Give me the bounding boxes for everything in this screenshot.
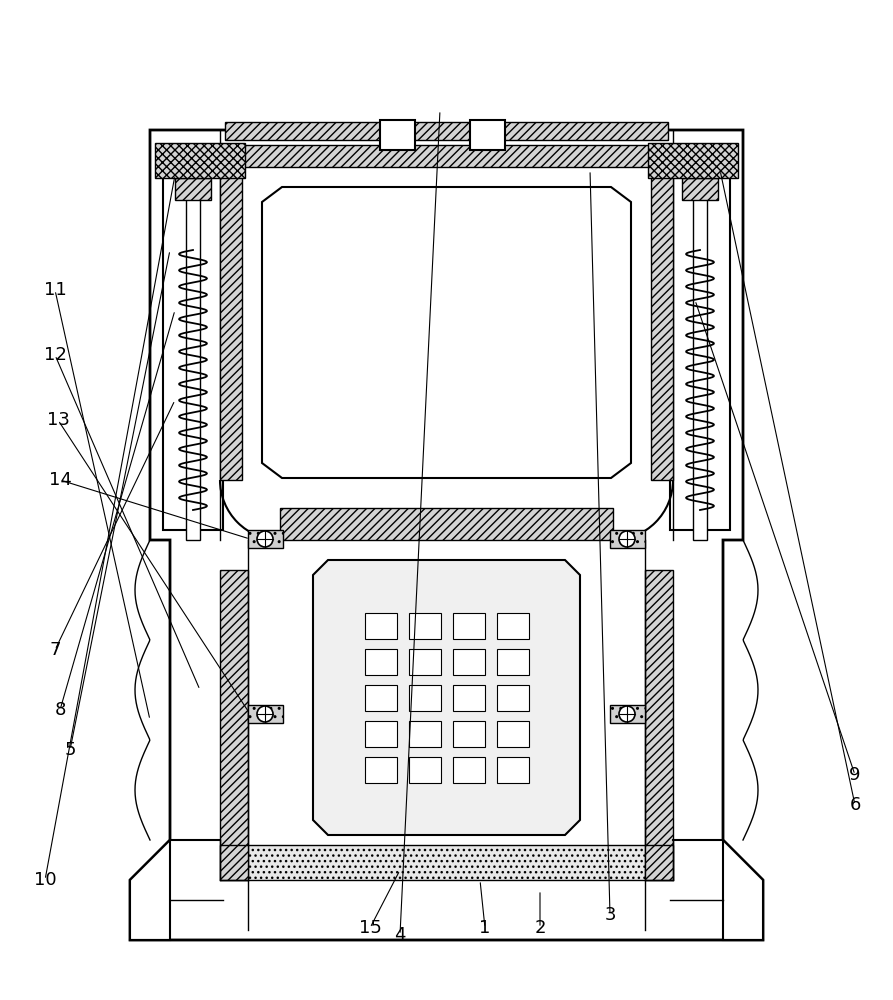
Bar: [651, 167, 673, 480]
Bar: [645, 570, 673, 880]
Bar: [645, 845, 673, 880]
Bar: [364, 612, 396, 639]
Bar: [220, 167, 242, 480]
Bar: [380, 120, 415, 150]
Text: 4: 4: [394, 926, 405, 944]
Bar: [364, 684, 396, 710]
Bar: [364, 720, 396, 746]
Bar: [453, 756, 485, 782]
Polygon shape: [313, 560, 580, 835]
Text: 8: 8: [54, 701, 66, 719]
Text: 3: 3: [605, 906, 616, 924]
Bar: [497, 756, 529, 782]
Bar: [225, 122, 668, 140]
Polygon shape: [723, 840, 763, 940]
Text: 7: 7: [49, 641, 61, 659]
Circle shape: [257, 706, 273, 722]
Bar: [220, 145, 673, 167]
Text: 11: 11: [44, 281, 66, 299]
Bar: [220, 570, 248, 880]
Bar: [497, 648, 529, 674]
Polygon shape: [130, 840, 170, 940]
Text: 1: 1: [480, 919, 490, 937]
Bar: [408, 684, 440, 710]
Bar: [497, 684, 529, 710]
Bar: [453, 720, 485, 746]
Bar: [364, 756, 396, 782]
Circle shape: [619, 706, 635, 722]
Text: 9: 9: [849, 766, 861, 784]
Text: 2: 2: [534, 919, 546, 937]
Bar: [248, 705, 283, 723]
Bar: [155, 143, 245, 178]
Bar: [163, 160, 223, 530]
Bar: [408, 720, 440, 746]
Bar: [220, 845, 248, 880]
Bar: [408, 648, 440, 674]
Text: 10: 10: [34, 871, 56, 889]
Text: 12: 12: [44, 346, 66, 364]
Bar: [648, 143, 738, 178]
Circle shape: [257, 531, 273, 547]
Text: 14: 14: [48, 471, 71, 489]
Text: 15: 15: [359, 919, 381, 937]
Bar: [470, 120, 505, 150]
Bar: [248, 845, 645, 880]
Bar: [453, 612, 485, 639]
Bar: [280, 508, 613, 540]
Text: 5: 5: [64, 741, 76, 759]
Bar: [670, 160, 730, 530]
Bar: [175, 178, 211, 200]
Bar: [453, 684, 485, 710]
Bar: [248, 530, 283, 548]
Bar: [408, 756, 440, 782]
Polygon shape: [262, 187, 631, 478]
Bar: [497, 612, 529, 639]
Bar: [497, 720, 529, 746]
Bar: [408, 612, 440, 639]
Bar: [453, 648, 485, 674]
Polygon shape: [130, 130, 763, 940]
Bar: [610, 530, 645, 548]
Bar: [364, 648, 396, 674]
Circle shape: [619, 531, 635, 547]
Bar: [693, 160, 707, 540]
Bar: [610, 705, 645, 723]
Bar: [682, 178, 718, 200]
Text: 13: 13: [46, 411, 70, 429]
Text: 6: 6: [849, 796, 861, 814]
Bar: [186, 160, 200, 540]
